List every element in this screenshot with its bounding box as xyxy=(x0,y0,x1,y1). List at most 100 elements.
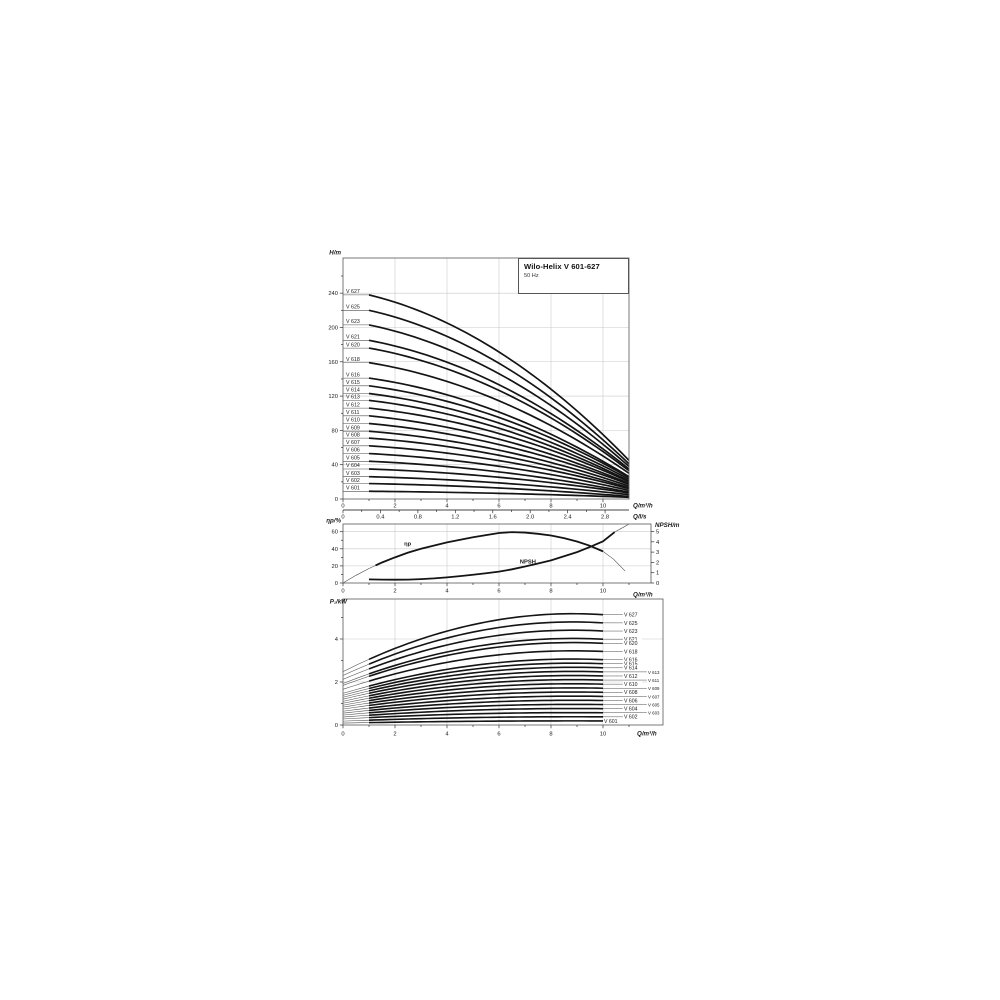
head-curve-label: V 601 xyxy=(346,485,360,491)
power-x-tick-label: 4 xyxy=(445,732,449,738)
power-curve-label: V 603 xyxy=(648,711,660,716)
head-curve-label: V 609 xyxy=(346,425,360,431)
power-curve-label: V 605 xyxy=(648,702,660,707)
power-curve-V604 xyxy=(368,707,604,717)
lps-axis: 0 0.4 0.8 1.2 1.6 2.0 2.4 2.8 Q/l/s xyxy=(341,509,647,521)
head-curve-V608 xyxy=(368,437,630,489)
head-curve-label: V 602 xyxy=(346,478,360,484)
power-ticks xyxy=(339,617,630,729)
power-curve-thin xyxy=(342,695,370,702)
head-curve-V621 xyxy=(368,339,630,470)
power-curve-label: V 623 xyxy=(624,629,638,635)
chart-title-box: Wilo-Helix V 601-627 50 Hz xyxy=(518,258,629,294)
power-curve-label: V 607 xyxy=(648,694,660,699)
power-curve-V612 xyxy=(368,674,604,697)
power-curve-V601 xyxy=(368,720,604,724)
power-y-tick-label: 0 xyxy=(335,723,338,729)
head-curve-V620 xyxy=(368,347,630,472)
head-x-tick-label: 0 xyxy=(341,504,344,510)
power-curve-thin xyxy=(342,710,370,714)
head-curve-V609 xyxy=(368,430,630,487)
power-curve-label: V 606 xyxy=(624,698,638,704)
lps-tick-label: 2.4 xyxy=(564,515,573,521)
head-curve-label: V 625 xyxy=(346,305,360,311)
eff-ticks xyxy=(339,531,655,587)
head-curve-V612 xyxy=(368,407,630,483)
power-curve-label: V 604 xyxy=(624,707,638,713)
eff-plot-border xyxy=(342,523,652,584)
power-curve-V627 xyxy=(368,612,604,661)
head-x-tick-label: 6 xyxy=(497,504,500,510)
power-curve-label: V 615 xyxy=(624,662,638,668)
npsh-y-tick-label: 3 xyxy=(656,550,659,556)
head-curve-V615 xyxy=(368,384,630,479)
npsh-y-axis-label: NPSH/m xyxy=(655,522,680,529)
power-curve-label: V 614 xyxy=(624,666,638,672)
head-curve-label: V 608 xyxy=(346,432,360,438)
power-curve-V613 xyxy=(368,670,604,695)
power-curve-thin xyxy=(342,673,370,684)
head-x-tick-label: 4 xyxy=(445,504,449,510)
head-curve-label: V 623 xyxy=(346,319,360,325)
chart-title: Wilo-Helix V 601-627 xyxy=(524,262,600,271)
power-curve-V602 xyxy=(368,715,604,721)
power-curve-thin xyxy=(342,688,370,696)
lps-tick-label: 2.0 xyxy=(526,515,534,521)
head-curve-V627 xyxy=(368,294,630,462)
head-curve-V611 xyxy=(368,414,630,485)
power-curve-V623 xyxy=(368,629,604,670)
head-curve-label: V 613 xyxy=(346,395,360,401)
power-curve-thin xyxy=(342,668,370,680)
head-curve-label: V 606 xyxy=(346,448,360,454)
power-curve-V611 xyxy=(368,678,604,700)
power-curve-thin xyxy=(342,700,370,706)
head-curve-label: V 603 xyxy=(346,471,360,477)
power-curve-label: V 618 xyxy=(624,649,638,655)
head-curve-label: V 604 xyxy=(346,463,360,469)
head-curve-V616 xyxy=(368,377,630,478)
head-curve-V618 xyxy=(368,361,630,474)
power-x-tick-label: 0 xyxy=(341,732,344,738)
power-x-tick-label: 2 xyxy=(393,732,396,738)
power-curve-label: V 625 xyxy=(624,621,638,627)
head-y-tick-label: 80 xyxy=(332,428,338,434)
lps-tick-label: 1.2 xyxy=(451,515,459,521)
power-curve-V606 xyxy=(368,699,604,712)
chart-frequency: 50 Hz xyxy=(524,273,539,279)
power-curve-V605 xyxy=(368,703,604,714)
npsh-y-tick-label: 4 xyxy=(656,540,660,546)
power-curve-thin xyxy=(342,690,370,698)
power-curve-V618 xyxy=(368,650,604,682)
power-curve-label: V 608 xyxy=(624,690,638,696)
power-curve-thin xyxy=(342,680,370,690)
head-curve-V614 xyxy=(368,392,630,481)
head-ticks xyxy=(339,275,604,503)
power-curve-label: V 601 xyxy=(604,719,618,725)
power-curve-label: V 616 xyxy=(624,658,638,664)
head-curve-V601 xyxy=(368,490,630,499)
eff-y-tick-label: 60 xyxy=(332,530,338,536)
power-curve-V607 xyxy=(368,695,604,709)
head-curve-V607 xyxy=(368,444,630,490)
head-curve-label: V 607 xyxy=(346,440,360,446)
power-curve-thin xyxy=(342,707,370,712)
power-curve-thin xyxy=(342,702,370,708)
power-x-tick-label: 10 xyxy=(600,732,606,738)
power-curve-V616 xyxy=(368,658,604,687)
head-curve-V603 xyxy=(368,475,630,496)
head-curve-V604 xyxy=(368,468,630,494)
power-curve-thin xyxy=(342,693,370,700)
head-curve-label: V 612 xyxy=(346,402,360,408)
power-curve-label: V 613 xyxy=(648,670,660,675)
head-y-tick-label: 160 xyxy=(328,360,338,366)
power-curve-thin xyxy=(342,712,370,716)
eff-y-tick-label: 40 xyxy=(332,547,338,553)
eff-x-tick-label: 6 xyxy=(497,589,500,595)
lps-tick-label: 0.4 xyxy=(376,515,385,521)
power-curve-V609 xyxy=(368,687,604,704)
npsh-y-tick-label: 5 xyxy=(656,530,659,536)
